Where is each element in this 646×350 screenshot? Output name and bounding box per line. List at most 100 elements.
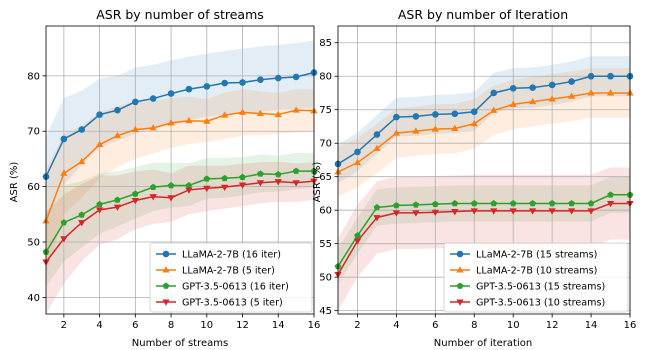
point-series-3 xyxy=(256,180,265,187)
point-series-1 xyxy=(292,106,300,113)
point-series-1 xyxy=(256,109,265,116)
point-series-1 xyxy=(274,110,282,118)
point-series-0 xyxy=(239,79,246,86)
point-series-2 xyxy=(203,175,211,182)
point-series-2 xyxy=(509,200,517,207)
y-tick-label: 85 xyxy=(319,38,332,49)
point-series-2 xyxy=(548,200,556,207)
point-series-3 xyxy=(353,238,362,245)
point-series-1 xyxy=(392,129,401,136)
point-series-1 xyxy=(60,169,68,176)
point-series-3 xyxy=(60,236,68,243)
chart-asr-by-streams: ASR by number of streams 2 4 6 8 10 12 14 16 40… xyxy=(9,7,320,349)
chart-asr-by-iteration: ASR by number of Iteration 2 4 6 8 10 12 14 16 … xyxy=(312,7,636,349)
point-series-1 xyxy=(587,89,595,96)
point-series-0 xyxy=(509,84,517,92)
x-tick-label: 4 xyxy=(393,320,399,331)
y-axis-label: ASR (%) xyxy=(312,162,323,203)
y-tick-label: 50 xyxy=(319,273,332,284)
point-series-2 xyxy=(470,200,478,207)
band-series-0 xyxy=(46,40,314,218)
legend-entry-3: GPT-3.5-0613 (5 iter) xyxy=(182,298,283,309)
x-tick-label: 10 xyxy=(507,320,520,331)
plot-frame xyxy=(45,25,315,315)
point-series-0 xyxy=(548,81,556,89)
point-series-1 xyxy=(606,89,615,96)
x-ticks: 2 4 6 8 10 12 14 16 xyxy=(61,314,320,331)
point-series-2 xyxy=(354,232,361,239)
point-series-0 xyxy=(529,84,536,91)
point-series-3 xyxy=(412,210,420,217)
point-series-0 xyxy=(432,111,439,118)
confidence-bands xyxy=(46,40,314,314)
point-series-1 xyxy=(203,117,211,124)
point-series-2 xyxy=(529,200,536,207)
point-series-3 xyxy=(470,208,478,215)
legend-box xyxy=(149,242,313,313)
point-series-0 xyxy=(607,72,614,80)
line-series-0 xyxy=(45,71,315,177)
point-series-2 xyxy=(96,200,103,208)
point-series-0 xyxy=(60,135,68,143)
point-series-3 xyxy=(149,194,157,201)
point-series-3 xyxy=(509,208,517,215)
point-series-0 xyxy=(412,113,420,120)
point-series-3 xyxy=(274,179,282,186)
point-series-3 xyxy=(567,208,576,215)
line-series-1 xyxy=(337,92,630,173)
point-series-3 xyxy=(131,197,139,205)
y-tick-label: 70 xyxy=(27,127,40,138)
y-tick-label: 75 xyxy=(319,105,332,116)
point-series-3 xyxy=(548,208,556,215)
point-series-1 xyxy=(113,131,122,139)
x-axis-label: Number of streams xyxy=(132,338,228,349)
point-series-3 xyxy=(95,207,104,214)
point-series-3 xyxy=(221,184,229,191)
point-series-0 xyxy=(185,85,193,93)
x-axis-label: Number of iteration xyxy=(434,338,532,349)
y-axis-label: ASR (%) xyxy=(9,162,20,203)
legend-marker-1 xyxy=(456,266,464,273)
legend-entry-3: GPT-3.5-0613 (10 streams) xyxy=(476,298,605,309)
point-series-0 xyxy=(373,131,381,138)
point-series-1 xyxy=(221,111,229,118)
point-series-1 xyxy=(529,97,537,105)
point-series-0 xyxy=(451,110,459,118)
point-series-0 xyxy=(393,113,400,121)
point-series-1 xyxy=(490,106,498,113)
legend-entry-2: GPT-3.5-0613 (16 iter) xyxy=(182,282,289,293)
point-series-0 xyxy=(568,78,575,85)
point-series-1 xyxy=(238,108,247,115)
point-series-3 xyxy=(431,209,439,216)
point-series-2 xyxy=(373,204,381,211)
point-series-0 xyxy=(114,106,121,114)
point-series-3 xyxy=(203,185,211,193)
chart-title: ASR by number of Iteration xyxy=(398,7,568,22)
point-series-1 xyxy=(567,92,576,99)
point-series-2 xyxy=(432,200,439,207)
legend-marker-0 xyxy=(162,250,170,258)
legend-marker-2 xyxy=(456,282,464,289)
point-series-1 xyxy=(412,127,420,134)
point-series-0 xyxy=(149,95,157,102)
y-tick-label: 60 xyxy=(319,206,332,217)
x-tick-label: 2 xyxy=(354,320,360,331)
series-markers xyxy=(334,72,634,279)
point-series-2 xyxy=(167,182,175,189)
point-series-1 xyxy=(95,140,104,147)
point-series-2 xyxy=(587,200,595,207)
point-series-1 xyxy=(509,100,517,107)
point-series-0 xyxy=(257,76,264,84)
point-series-1 xyxy=(131,125,139,133)
point-series-0 xyxy=(78,126,86,133)
point-series-0 xyxy=(96,111,103,118)
point-series-2 xyxy=(607,191,614,198)
legend-marker-0 xyxy=(456,250,464,258)
legend-marker-2 xyxy=(162,282,170,289)
y-ticks: 40 50 60 70 80 xyxy=(27,71,46,304)
point-series-1 xyxy=(373,144,381,152)
band-series-3 xyxy=(46,161,314,314)
point-series-0 xyxy=(203,83,211,90)
point-series-2 xyxy=(490,200,498,207)
line-series-0 xyxy=(337,75,630,165)
